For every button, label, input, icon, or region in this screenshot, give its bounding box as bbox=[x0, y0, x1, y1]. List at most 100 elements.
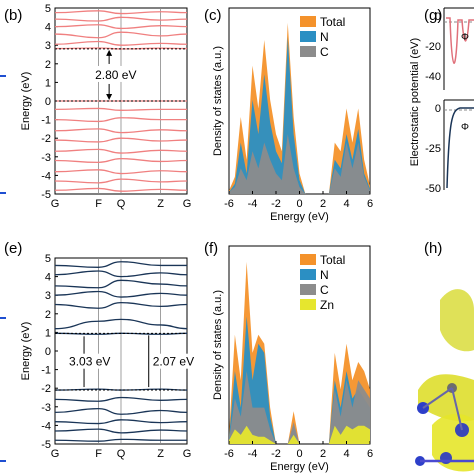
dos-f: -6 -4 -2 0 2 4 6 Energy (eV) Density of states (… bbox=[212, 245, 373, 473]
band-line bbox=[54, 128, 188, 134]
arrow-head bbox=[106, 49, 113, 56]
y-tick-label: -20 bbox=[425, 41, 441, 53]
y-tick-label: -50 bbox=[425, 183, 441, 195]
y-tick-label: 5 bbox=[45, 253, 51, 265]
y-tick-label: -40 bbox=[425, 71, 441, 83]
band-line bbox=[54, 187, 188, 192]
y-axis-label: Electrostatic potential (eV) bbox=[409, 38, 421, 166]
k-label: G bbox=[183, 198, 192, 210]
band-line bbox=[54, 428, 188, 434]
y-tick-label: -5 bbox=[41, 189, 51, 201]
band-line bbox=[54, 408, 188, 415]
y-tick-label: 1 bbox=[45, 327, 51, 339]
legend-swatch bbox=[300, 284, 316, 295]
potential-curve-upper bbox=[446, 17, 474, 64]
legend-label: N bbox=[320, 30, 329, 44]
electrostatic-potential-g: 0 -20 -40 0 -25 -50 Φ Φ Electrostatic potential … bbox=[409, 7, 474, 195]
dos-area-zn bbox=[229, 425, 370, 444]
band-line bbox=[54, 137, 188, 143]
k-label: Z bbox=[157, 448, 164, 460]
y-tick-label: -2 bbox=[41, 383, 51, 395]
legend-swatch bbox=[300, 299, 316, 310]
y-tick-label: -4 bbox=[41, 170, 51, 182]
y-tick-label: -1 bbox=[41, 365, 51, 377]
band-line bbox=[54, 10, 188, 15]
band-line bbox=[54, 279, 188, 289]
x-axis-label: Energy (eV) bbox=[270, 211, 329, 223]
y-tick-label: 0 bbox=[45, 346, 51, 358]
y-tick-label: 5 bbox=[45, 3, 51, 15]
y-tick-label: -4 bbox=[41, 420, 51, 432]
gap-label-bg bbox=[66, 353, 117, 369]
work-function-label: Φ bbox=[461, 122, 469, 133]
legend-label: C bbox=[320, 283, 329, 297]
x-tick-label: -6 bbox=[224, 198, 234, 210]
y-tick-label: -3 bbox=[41, 402, 51, 414]
legend-label: C bbox=[320, 45, 329, 59]
y-tick-label: 1 bbox=[45, 77, 51, 89]
bond bbox=[451, 387, 463, 431]
y-tick-label: 0 bbox=[45, 96, 51, 108]
band-line bbox=[54, 107, 187, 111]
x-tick-label: 4 bbox=[343, 198, 349, 210]
band-line bbox=[54, 158, 188, 164]
y-tick-label: -25 bbox=[425, 143, 441, 155]
x-tick-label: 6 bbox=[367, 448, 373, 460]
k-label: Z bbox=[157, 198, 164, 210]
panel-label-f: (f) bbox=[204, 240, 218, 257]
panel-label-e: (e) bbox=[4, 240, 22, 257]
k-label: Q bbox=[117, 198, 126, 210]
band-line bbox=[54, 16, 188, 22]
dos-c: -6 -4 -2 0 2 4 6 Energy (eV) Density of states (… bbox=[212, 7, 373, 223]
y-axis-label: Density of states (a.u.) bbox=[212, 290, 224, 400]
gap-label: 2.80 eV bbox=[95, 68, 136, 82]
band-line bbox=[54, 301, 188, 309]
y-tick-label: 3 bbox=[45, 290, 51, 302]
y-tick-label: 4 bbox=[45, 272, 51, 284]
k-label: G bbox=[51, 448, 60, 460]
legend-label: Total bbox=[320, 15, 345, 29]
x-tick-label: 4 bbox=[343, 448, 349, 460]
charge-density-lobe bbox=[440, 289, 474, 352]
gap-label-bg bbox=[151, 353, 200, 369]
k-label: G bbox=[51, 198, 60, 210]
dos-area-c bbox=[229, 134, 370, 194]
panel-label-c: (c) bbox=[204, 7, 222, 24]
k-label: G bbox=[183, 448, 192, 460]
band-line bbox=[54, 40, 188, 46]
legend-swatch bbox=[300, 16, 316, 27]
y-axis-label: Energy (eV) bbox=[20, 322, 32, 381]
y-tick-label: 3 bbox=[45, 40, 51, 52]
band-line bbox=[54, 117, 187, 123]
k-label: Q bbox=[117, 448, 126, 460]
x-tick-label: 0 bbox=[296, 448, 302, 460]
legend-label: Total bbox=[320, 253, 345, 267]
panel-label-b: (b) bbox=[4, 7, 22, 24]
band-structure-b: -5 -4 -3 -2 -1 0 1 2 3 4 5 G F Q Z G Energy (eV) 2.80 eV bbox=[20, 3, 191, 210]
work-function-label: Φ bbox=[461, 32, 469, 43]
y-tick-label: 2 bbox=[45, 59, 51, 71]
y-tick-label: 4 bbox=[45, 22, 51, 34]
y-tick-label: -5 bbox=[41, 439, 51, 451]
band-line bbox=[54, 438, 187, 442]
band-line bbox=[54, 419, 188, 425]
x-tick-label: -4 bbox=[248, 448, 258, 460]
gap-label: 3.03 eV bbox=[69, 355, 110, 369]
band-line bbox=[54, 396, 188, 402]
band-line bbox=[54, 24, 188, 30]
k-label: F bbox=[95, 448, 102, 460]
x-tick-label: 2 bbox=[320, 448, 326, 460]
band-line bbox=[54, 31, 188, 39]
charge-density-lobe bbox=[432, 413, 474, 472]
y-axis-label: Energy (eV) bbox=[20, 72, 32, 131]
structure-image-h bbox=[410, 262, 474, 474]
band-line bbox=[54, 261, 187, 268]
y-tick-label: 0 bbox=[435, 11, 441, 23]
band-line bbox=[54, 169, 188, 175]
panel-label-h: (h) bbox=[424, 240, 442, 257]
x-axis-label: Energy (eV) bbox=[270, 461, 329, 473]
bond bbox=[422, 387, 453, 409]
gap-label: 2.07 eV bbox=[153, 355, 194, 369]
band-line bbox=[54, 290, 188, 298]
